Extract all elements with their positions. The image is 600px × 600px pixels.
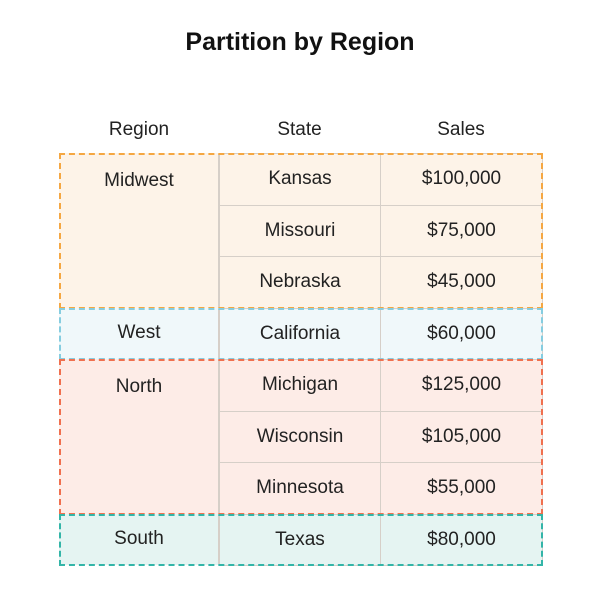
sales-cell: $105,000 xyxy=(380,410,543,463)
region-cell: North xyxy=(59,359,219,514)
sales-cell: $45,000 xyxy=(380,256,543,309)
state-cell: Nebraska xyxy=(219,256,381,309)
state-cell: California xyxy=(219,307,381,360)
page-title: Partition by Region xyxy=(185,28,415,56)
sales-cell: $100,000 xyxy=(380,153,543,206)
state-cell: Missouri xyxy=(219,204,381,257)
sales-cell: $80,000 xyxy=(380,513,543,566)
header-state: State xyxy=(277,119,322,140)
sales-cell: $60,000 xyxy=(380,307,543,360)
region-cell: West xyxy=(59,307,219,359)
header-sales: Sales xyxy=(437,119,485,140)
region-cell: South xyxy=(59,513,219,565)
state-cell: Texas xyxy=(219,513,381,566)
sales-cell: $75,000 xyxy=(380,204,543,257)
header-region: Region xyxy=(108,119,170,140)
sales-cell: $55,000 xyxy=(380,462,543,515)
region-cell: Midwest xyxy=(59,153,219,308)
state-cell: Michigan xyxy=(219,359,381,412)
state-cell: Kansas xyxy=(219,153,381,206)
state-cell: Wisconsin xyxy=(219,410,381,463)
sales-cell: $125,000 xyxy=(380,359,543,412)
state-cell: Minnesota xyxy=(219,462,381,515)
